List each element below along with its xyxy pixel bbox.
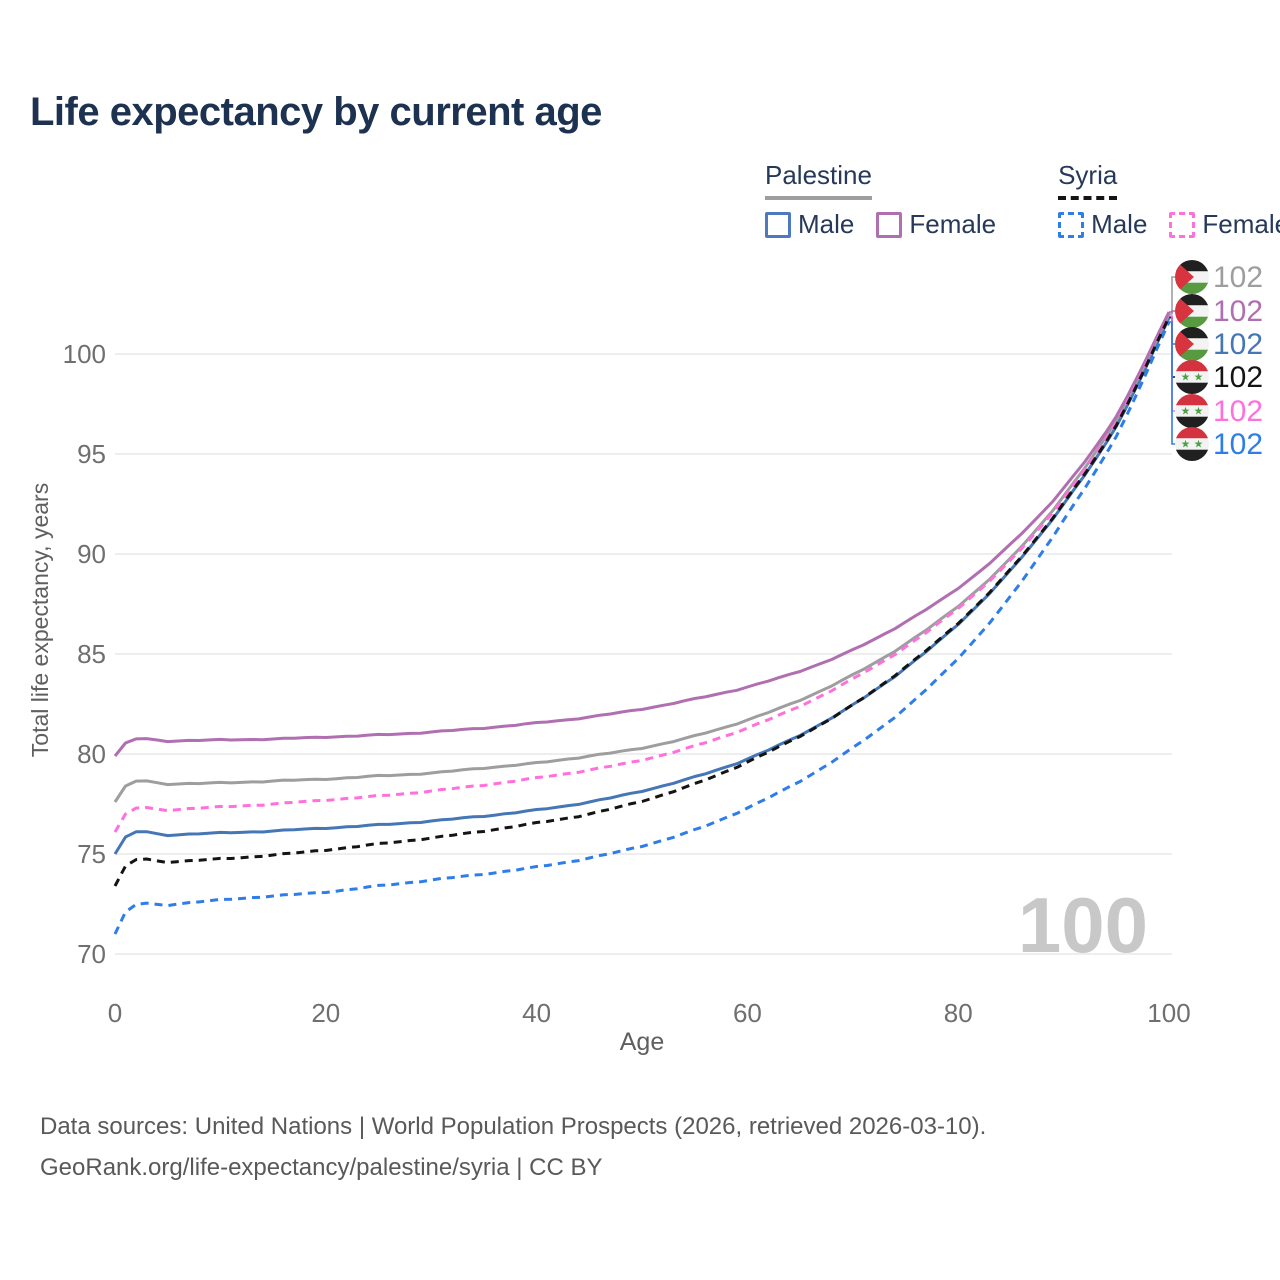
legend-label-syria-female: Female bbox=[1202, 209, 1280, 239]
x-tick-label-80: 80 bbox=[944, 998, 973, 1028]
legend-group-palestine: Palestine Male Female bbox=[765, 160, 996, 240]
series-line-palestine-male[interactable] bbox=[113, 317, 1171, 855]
y-tick-label-80: 80 bbox=[77, 739, 106, 769]
leader-line-palestine-female bbox=[1169, 310, 1176, 313]
y-tick-label-100: 100 bbox=[63, 339, 106, 369]
palestine-male-swatch-icon bbox=[765, 211, 791, 238]
current-age-watermark: 100 bbox=[1018, 881, 1148, 969]
series-line-palestine-female[interactable] bbox=[113, 311, 1171, 757]
end-value-label-syria-female: 102 bbox=[1213, 395, 1263, 428]
legend-label-palestine-female: Female bbox=[909, 209, 997, 239]
x-tick-label-40: 40 bbox=[522, 998, 551, 1028]
syria-flag-icon[interactable] bbox=[1175, 360, 1209, 394]
y-axis-title: Total life expectancy, years bbox=[27, 483, 53, 757]
y-tick-label-75: 75 bbox=[77, 839, 106, 869]
y-tick-label-95: 95 bbox=[77, 439, 106, 469]
palestine-female-swatch-icon bbox=[876, 211, 903, 238]
leader-line-syria-male bbox=[1169, 321, 1176, 445]
leader-line-palestine-total bbox=[1169, 276, 1176, 315]
footer: Data sources: United Nations | World Pop… bbox=[40, 1106, 986, 1189]
legend-item-palestine-female[interactable]: Female bbox=[876, 209, 996, 240]
legend-item-syria-male[interactable]: Male bbox=[1058, 209, 1147, 240]
x-tick-label-100: 100 bbox=[1147, 998, 1190, 1028]
end-value-label-palestine-female: 102 bbox=[1213, 295, 1263, 328]
legend: Palestine Male Female Syria Male bbox=[765, 160, 1280, 240]
legend-item-palestine-male[interactable]: Male bbox=[765, 209, 854, 240]
legend-group-syria: Syria Male Female bbox=[1058, 160, 1280, 240]
syria-flag-icon[interactable] bbox=[1175, 394, 1209, 428]
series-line-syria-total[interactable] bbox=[113, 316, 1171, 887]
legend-item-syria-female[interactable]: Female bbox=[1169, 209, 1280, 240]
end-value-label-syria-total: 102 bbox=[1213, 361, 1263, 394]
x-tick-label-60: 60 bbox=[733, 998, 762, 1028]
palestine-flag-icon[interactable] bbox=[1175, 260, 1209, 294]
attribution-line: GeoRank.org/life-expectancy/palestine/sy… bbox=[40, 1154, 603, 1182]
y-tick-label-70: 70 bbox=[77, 939, 106, 969]
data-sources-line: Data sources: United Nations | World Pop… bbox=[40, 1113, 987, 1140]
legend-label-palestine-male: Male bbox=[798, 209, 855, 239]
syria-female-swatch-icon bbox=[1169, 211, 1196, 238]
palestine-flag-icon[interactable] bbox=[1175, 294, 1209, 328]
palestine-flag-icon[interactable] bbox=[1175, 327, 1209, 361]
legend-country-palestine[interactable]: Palestine bbox=[765, 160, 872, 200]
end-value-label-palestine-total: 102 bbox=[1213, 261, 1263, 294]
y-tick-label-90: 90 bbox=[77, 539, 106, 569]
legend-country-syria[interactable]: Syria bbox=[1058, 160, 1118, 200]
y-tick-label-85: 85 bbox=[77, 639, 106, 669]
syria-flag-icon[interactable] bbox=[1175, 427, 1209, 461]
syria-male-swatch-icon bbox=[1058, 211, 1085, 238]
series-line-syria-female[interactable] bbox=[113, 315, 1171, 833]
x-axis-title: Age bbox=[620, 1028, 664, 1056]
legend-label-syria-male: Male bbox=[1091, 209, 1148, 239]
series-line-syria-male[interactable] bbox=[113, 321, 1171, 935]
end-value-label-palestine-male: 102 bbox=[1213, 328, 1263, 361]
x-tick-label-0: 0 bbox=[108, 998, 122, 1028]
page-title: Life expectancy by current age bbox=[30, 90, 602, 134]
end-value-label-syria-male: 102 bbox=[1213, 428, 1263, 461]
x-tick-label-20: 20 bbox=[311, 998, 340, 1028]
